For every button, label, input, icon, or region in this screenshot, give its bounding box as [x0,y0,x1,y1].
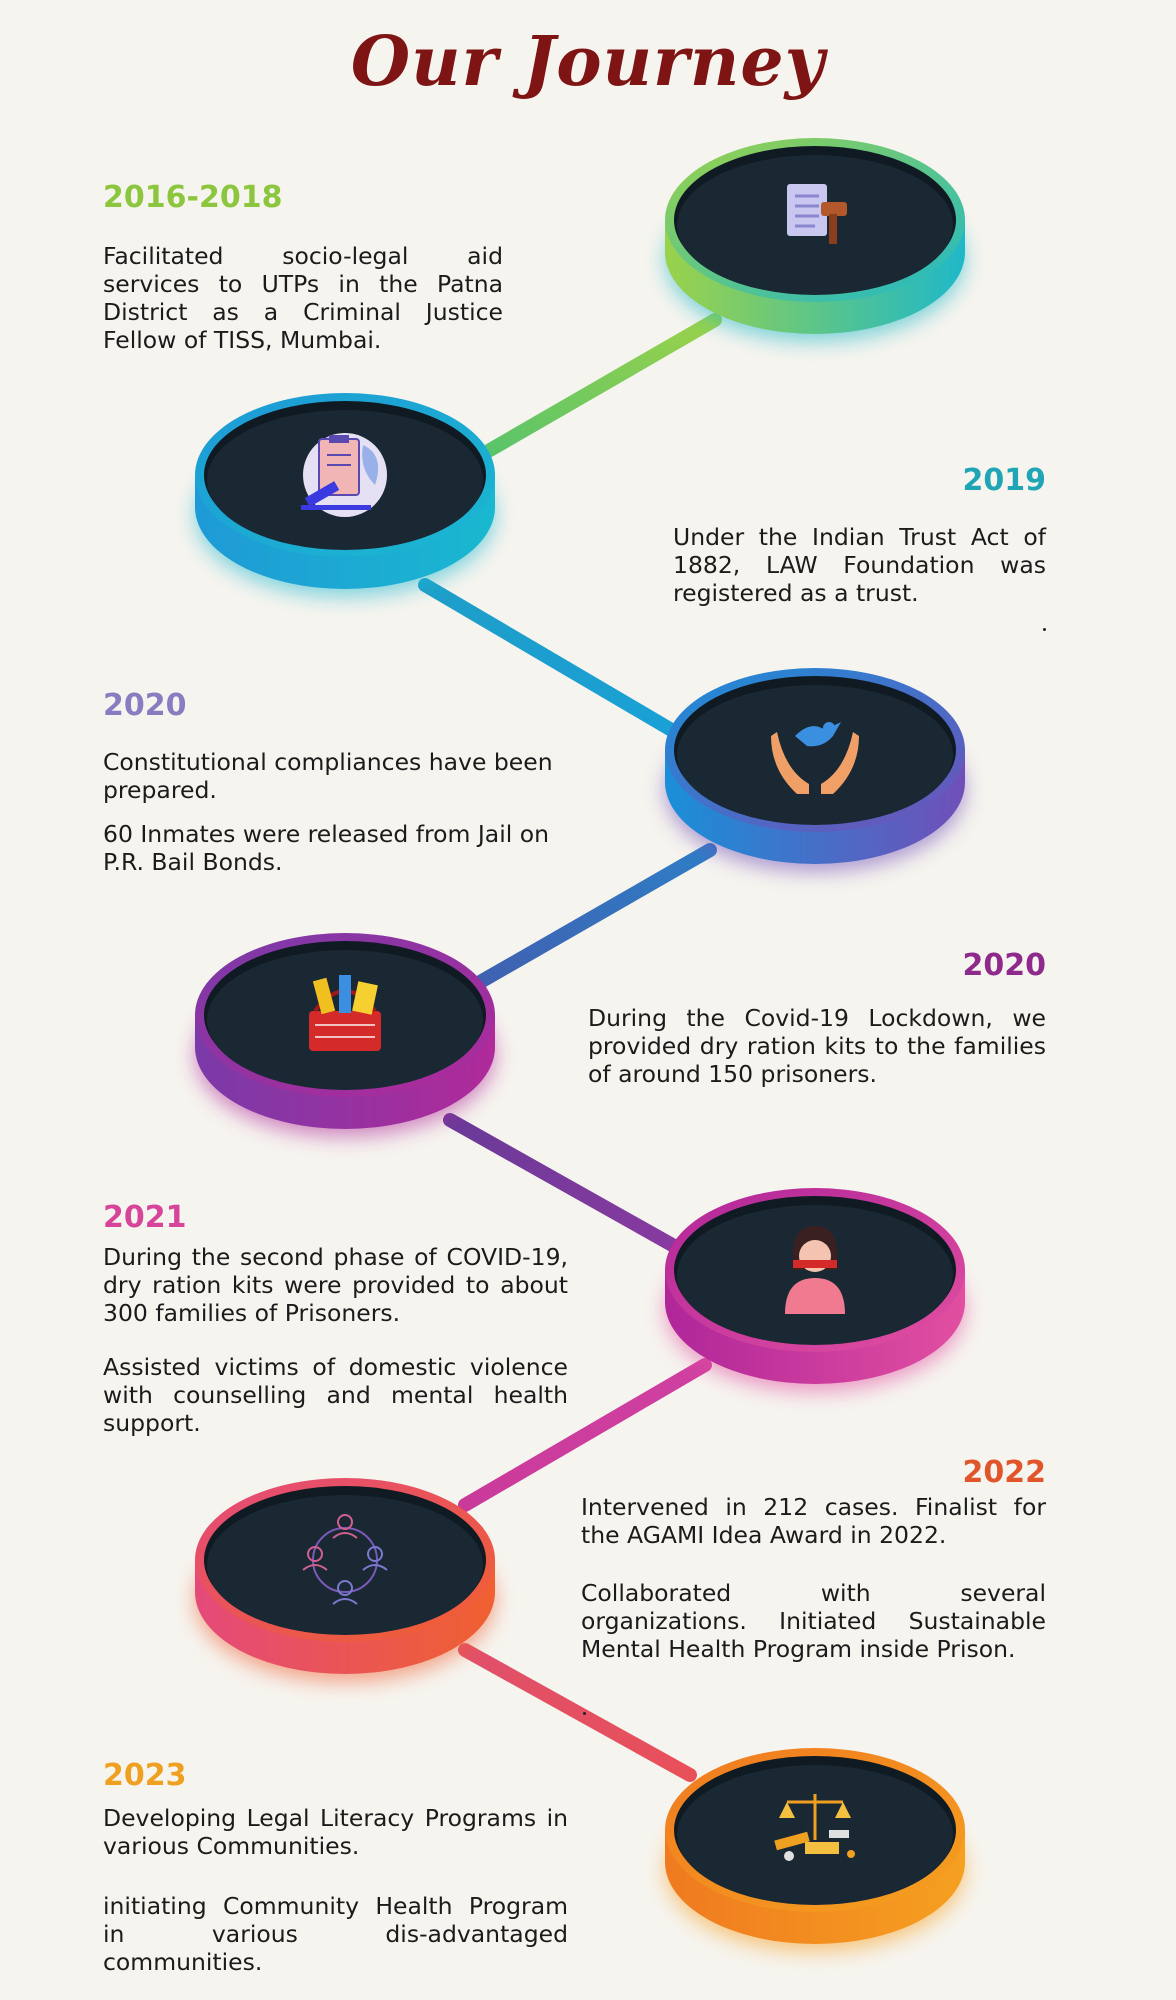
milestone-year: 2019 [962,463,1047,498]
hands-dove-icon [771,722,859,794]
milestone-text: Constitutional compliances have been pre… [103,748,563,892]
milestone-text: Developing Legal Literacy Programs in va… [103,1804,568,1992]
legal-document-gavel-icon [787,184,847,244]
timeline-disc [635,1158,995,1416]
milestone-text: Facilitated socio-legal aid services to … [103,242,503,370]
timeline-disc [165,903,525,1161]
timeline-disc [165,363,525,621]
milestone-text: During the second phase of COVID-19, dry… [103,1243,568,1453]
milestone-text: During the Covid-19 Lockdown, we provide… [588,1004,1046,1104]
connector-5 [458,1358,712,1512]
connector-4 [443,1113,697,1262]
milestone-year: 2023 [103,1758,187,1793]
connector-3 [468,843,717,992]
milestone-text: Intervened in 212 cases. Finalist for th… [581,1493,1046,1679]
milestone-paragraph: During the second phase of COVID-19, dry… [103,1243,568,1327]
silenced-woman-icon [785,1226,845,1314]
trust-registration-clipboard-icon [301,433,387,517]
milestone-year: 2022 [962,1455,1047,1490]
milestone-paragraph: During the Covid-19 Lockdown, we provide… [588,1004,1046,1088]
milestone-year: 2020 [962,948,1047,983]
connector-6 [458,1643,697,1782]
timeline-disc [635,638,995,896]
milestone-paragraph: Facilitated socio-legal aid services to … [103,242,503,354]
milestone-paragraph: Under the Indian Trust Act of 1882, LAW … [673,523,1046,607]
ration-basket-icon [309,975,381,1051]
milestone-text: Under the Indian Trust Act of 1882, LAW … [673,523,1046,623]
connector-1 [483,313,722,457]
page-title: Our Journey [350,22,826,102]
milestone-paragraph: Constitutional compliances have been pre… [103,748,553,804]
milestone-paragraph: initiating Community Health Program in v… [103,1892,568,1976]
connector-2 [418,578,687,742]
timeline-disc [635,1718,995,1976]
milestone-paragraph: Assisted victims of domestic violence wi… [103,1353,568,1437]
milestone-year: 2020 [103,688,187,723]
milestone-paragraph: Collaborated with several organizations.… [581,1579,1046,1663]
community-network-icon [302,1514,388,1605]
milestone-year: 2016-2018 [103,180,283,215]
milestone-paragraph: 60 Inmates were released from Jail on P.… [103,820,549,876]
scales-justice-books-icon [774,1794,855,1861]
milestone-paragraph: Intervened in 212 cases. Finalist for th… [581,1493,1046,1549]
timeline-disc [635,108,995,366]
milestone-year: 2021 [103,1200,187,1235]
milestone-paragraph: Developing Legal Literacy Programs in va… [103,1804,568,1860]
timeline-disc [165,1448,525,1706]
